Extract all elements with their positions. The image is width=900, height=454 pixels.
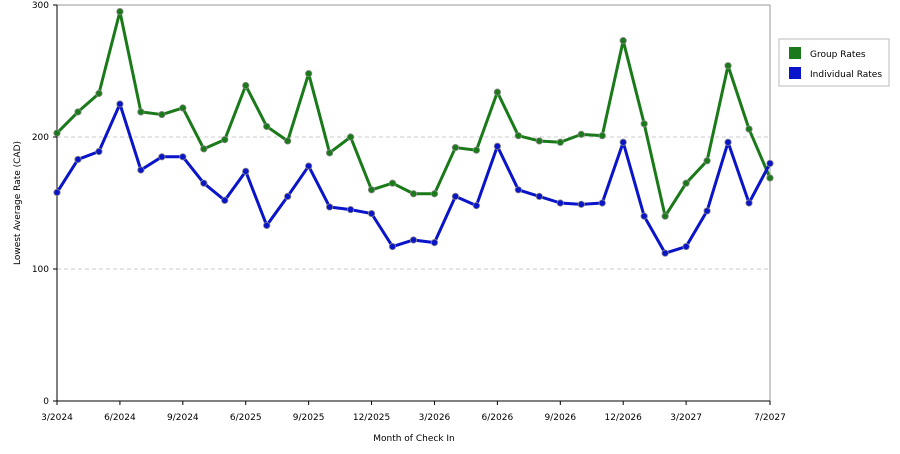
data-point xyxy=(263,221,271,230)
x-tick-label: 6/2024 xyxy=(104,413,136,423)
data-point xyxy=(745,125,753,133)
data-point xyxy=(493,88,501,96)
data-point xyxy=(242,167,250,175)
data-point xyxy=(514,132,522,140)
data-point xyxy=(682,242,690,251)
x-tick-label: 9/2026 xyxy=(544,413,576,423)
data-point xyxy=(95,147,103,156)
data-point xyxy=(200,145,208,153)
data-point xyxy=(640,120,648,128)
data-point xyxy=(766,174,774,182)
data-point xyxy=(577,200,585,208)
data-point xyxy=(53,188,61,197)
legend-swatch xyxy=(789,67,801,79)
data-point xyxy=(430,190,439,198)
data-point xyxy=(158,110,166,119)
data-point xyxy=(409,190,418,198)
data-point xyxy=(745,199,753,207)
data-point xyxy=(724,138,732,146)
data-point xyxy=(200,179,208,187)
data-point xyxy=(430,239,439,247)
data-point xyxy=(598,132,606,140)
data-point xyxy=(724,62,732,70)
legend-label: Group Rates xyxy=(810,50,866,60)
x-tick-label: 12/2025 xyxy=(353,413,390,423)
data-point xyxy=(472,146,481,154)
y-tick-label: 100 xyxy=(32,265,49,275)
data-point xyxy=(619,37,627,45)
data-point xyxy=(703,157,711,165)
data-point xyxy=(640,212,648,220)
data-point xyxy=(556,199,564,207)
data-point xyxy=(242,81,250,90)
data-point xyxy=(116,100,124,108)
data-point xyxy=(137,108,145,116)
data-point xyxy=(661,249,669,257)
data-point xyxy=(284,137,292,145)
data-point xyxy=(619,138,627,146)
data-point xyxy=(661,212,669,220)
data-point xyxy=(472,202,481,210)
data-point xyxy=(305,162,313,170)
data-point xyxy=(388,179,397,187)
data-point xyxy=(326,149,334,157)
data-point xyxy=(74,108,82,116)
data-point xyxy=(409,236,418,244)
data-point xyxy=(577,130,585,138)
legend-label: Individual Rates xyxy=(810,70,882,80)
x-tick-label: 7/2027 xyxy=(754,413,786,423)
data-point xyxy=(367,186,376,194)
data-point xyxy=(179,104,187,112)
y-tick-label: 200 xyxy=(32,133,49,143)
x-tick-label: 3/2026 xyxy=(419,413,451,423)
data-point xyxy=(598,199,606,207)
data-point xyxy=(137,166,145,174)
data-point xyxy=(263,122,271,131)
data-point xyxy=(95,89,103,98)
data-point xyxy=(116,8,124,16)
x-tick-label: 3/2024 xyxy=(41,413,73,423)
y-tick-label: 300 xyxy=(32,1,49,11)
legend-swatch xyxy=(789,47,801,59)
data-point xyxy=(346,133,355,141)
data-point xyxy=(74,155,82,164)
data-point xyxy=(158,153,166,161)
data-point xyxy=(367,209,376,218)
data-point xyxy=(535,192,543,200)
data-point xyxy=(221,196,229,204)
x-tick-label: 6/2026 xyxy=(482,413,514,423)
x-tick-label: 9/2024 xyxy=(167,413,199,423)
data-point xyxy=(682,179,690,187)
data-point xyxy=(179,153,187,161)
data-point xyxy=(514,186,522,194)
data-point xyxy=(284,192,292,200)
x-tick-label: 12/2026 xyxy=(605,413,643,423)
series-line xyxy=(55,102,772,255)
data-point xyxy=(493,142,501,150)
data-point xyxy=(451,192,460,200)
data-point xyxy=(766,159,774,167)
data-point xyxy=(703,207,711,215)
data-point xyxy=(305,70,313,78)
data-point xyxy=(556,138,564,146)
data-point xyxy=(451,143,460,152)
x-axis-label: Month of Check In xyxy=(373,434,455,444)
data-point xyxy=(346,206,355,214)
y-axis-label: Lowest Average Rate (CAD) xyxy=(13,141,23,265)
y-tick-label: 0 xyxy=(43,397,49,407)
data-point xyxy=(53,129,61,137)
data-point xyxy=(388,242,397,251)
data-point xyxy=(326,203,334,211)
data-point xyxy=(535,137,543,145)
x-tick-label: 9/2025 xyxy=(293,413,325,423)
x-tick-label: 6/2025 xyxy=(230,413,262,423)
x-tick-label: 3/2027 xyxy=(670,413,702,423)
data-point xyxy=(221,136,229,144)
